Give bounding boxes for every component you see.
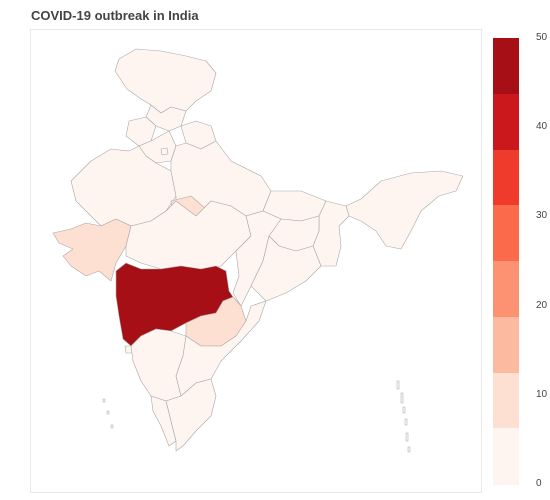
colorbar-tick-label: 40 — [536, 121, 548, 133]
colorbar-tick-label: 0 — [536, 478, 542, 489]
colorbar-tick-label: 30 — [536, 210, 548, 222]
colorbar-band — [493, 428, 519, 485]
colorbar-tick-label: 10 — [536, 388, 548, 400]
colorbar-band — [493, 205, 519, 262]
region-odisha[interactable] — [250, 235, 322, 302]
region-tamil-nadu[interactable] — [165, 378, 217, 452]
colorbar-band — [493, 38, 519, 95]
andaman-nicobar-islands — [396, 380, 411, 453]
colorbar-band — [493, 372, 519, 429]
colorbar-band — [493, 316, 519, 373]
region-delhi[interactable] — [160, 147, 169, 156]
lakshadweep-islands — [102, 398, 114, 429]
colorbar-tick-label: 50 — [536, 32, 548, 43]
colorbar-band — [493, 149, 519, 206]
colorbar — [493, 38, 519, 485]
region-ladakh-jk[interactable] — [114, 48, 217, 114]
colorbar-tick-label: 20 — [536, 299, 548, 311]
region-karnataka[interactable] — [130, 328, 187, 402]
region-chhattisgarh[interactable] — [232, 210, 282, 307]
india-map[interactable] — [31, 30, 483, 494]
chart-title: COVID-19 outbreak in India — [31, 8, 199, 23]
colorbar-band — [493, 93, 519, 150]
region-andhra-pradesh[interactable] — [175, 300, 267, 397]
region-gujarat[interactable] — [52, 218, 132, 282]
map-panel[interactable] — [30, 29, 482, 493]
colorbar-band — [493, 261, 519, 318]
region-northeast[interactable] — [345, 170, 464, 250]
